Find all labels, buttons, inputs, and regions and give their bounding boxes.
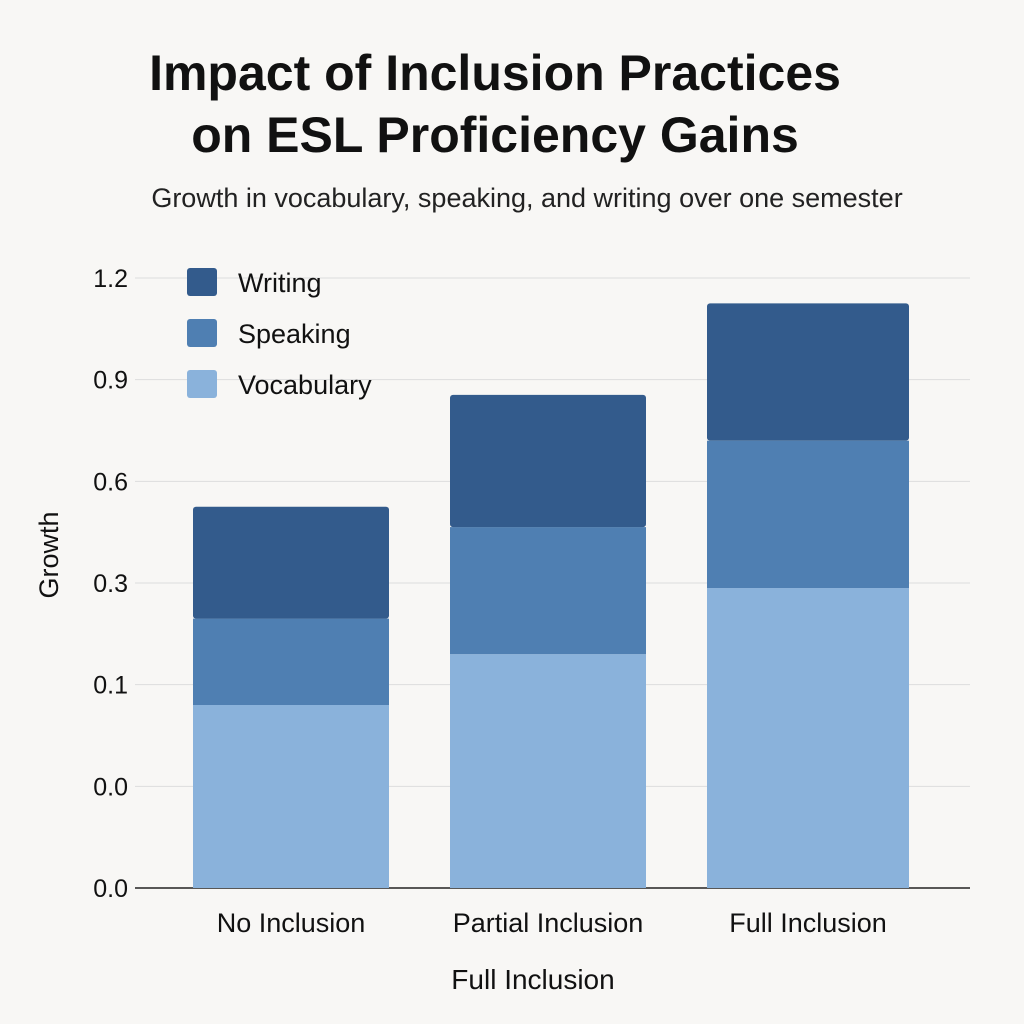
y-tick-label: 0.6: [93, 468, 128, 496]
bar-segment-speaking: [707, 440, 909, 589]
bar-segment-vocabulary: [707, 588, 909, 888]
chart-title-line-2: on ESL Proficiency Gains: [191, 107, 799, 163]
bar-segment-speaking: [193, 618, 389, 705]
y-tick-label: 0.1: [93, 672, 128, 700]
x-axis-label: Full Inclusion: [451, 964, 614, 995]
chart-title-line-1: Impact of Inclusion Practices: [149, 45, 841, 101]
bar-segment-vocabulary: [450, 654, 646, 888]
x-tick-label: No Inclusion: [217, 908, 366, 938]
bar-segment-speaking: [450, 527, 646, 655]
bar-segment-writing: [707, 303, 909, 441]
bar-segment-writing: [193, 506, 389, 619]
y-tick-label: 0.0: [93, 875, 128, 903]
bar-segment-vocabulary: [193, 705, 389, 888]
legend-label-vocabulary: Vocabulary: [238, 370, 372, 400]
y-tick-label: 0.9: [93, 367, 128, 395]
y-tick-label: 0.0: [93, 773, 128, 801]
legend-swatch-vocabulary: [187, 370, 217, 398]
chart-title: Impact of Inclusion Practices on ESL Pro…: [0, 42, 990, 166]
y-tick-label: 0.3: [93, 570, 128, 598]
y-axis-label: Growth: [34, 511, 64, 598]
legend-swatch-writing: [187, 268, 217, 296]
legend-label-writing: Writing: [238, 268, 322, 298]
x-tick-label: Partial Inclusion: [453, 908, 644, 938]
y-tick-label: 1.2: [93, 265, 128, 293]
legend-swatch-speaking: [187, 319, 217, 347]
x-tick-label: Full Inclusion: [729, 908, 887, 938]
bar-segment-writing: [450, 394, 646, 528]
legend-label-speaking: Speaking: [238, 319, 351, 349]
chart-subtitle: Growth in vocabulary, speaking, and writ…: [151, 183, 903, 213]
